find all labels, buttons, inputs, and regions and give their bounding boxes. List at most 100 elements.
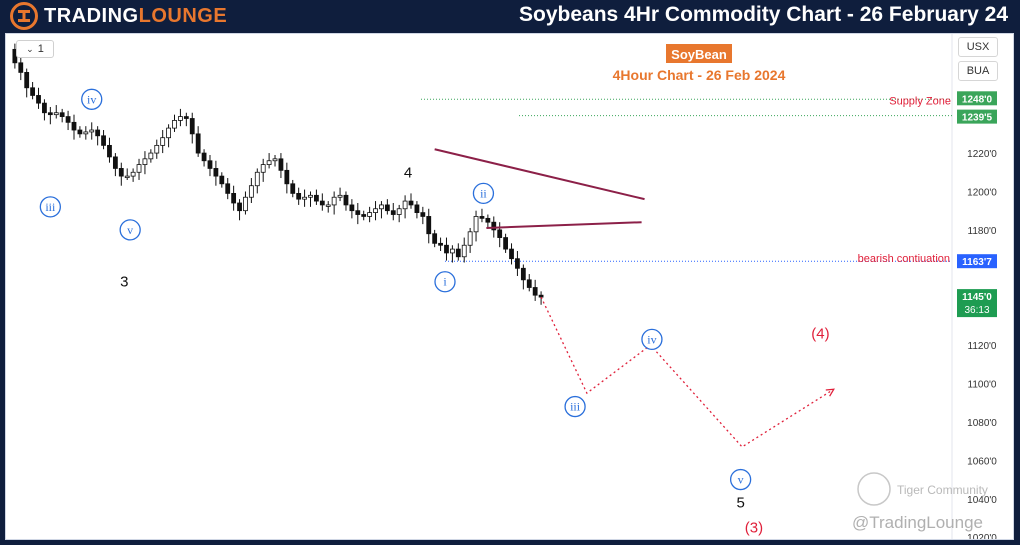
y-tick-label: 1100'0 [968, 380, 997, 391]
candle-body [296, 192, 302, 200]
triangle-lower-line [486, 221, 642, 229]
wave-circle [434, 271, 456, 293]
community-logo-icon [857, 472, 891, 506]
wave-circle [729, 468, 752, 491]
interval-label: 1 [37, 43, 44, 55]
supply-lower-price-tag [957, 109, 997, 124]
candle-body [118, 168, 124, 177]
candle-body [396, 208, 402, 215]
current-price-label: 1145'0 [962, 292, 992, 303]
chart-subtitle: 4Hour Chart - 26 Feb 2024 [613, 67, 786, 83]
bearish-price-label: 1163'7 [962, 257, 992, 268]
candle-body [195, 133, 201, 154]
candle-body [59, 112, 65, 117]
candle-body [367, 212, 373, 217]
candle-body [136, 164, 142, 173]
candle-body [101, 135, 106, 146]
candle-body [420, 212, 426, 217]
price-chart-svg[interactable]: 1260'01220'01200'01180'01120'01100'01080… [6, 34, 1014, 540]
page-title: Soybeans 4Hr Commodity Chart - 26 Februa… [519, 3, 1008, 26]
candle-body [83, 131, 89, 135]
candle-body [302, 196, 307, 200]
brand-logo: TRADINGLOUNGE [10, 2, 227, 30]
candle-body [361, 214, 367, 217]
candle-body [461, 244, 467, 258]
candle-body [526, 279, 532, 288]
candle-body [509, 248, 514, 260]
candle-body [349, 204, 355, 212]
wave-label: v [738, 473, 744, 487]
candle-body [30, 87, 36, 96]
candle-body [449, 248, 455, 254]
wave-circle [39, 196, 61, 218]
wave-label-major: 3 [120, 274, 128, 291]
candle-body [148, 152, 154, 160]
candle-body [455, 248, 461, 258]
candle-body [426, 216, 432, 235]
chart-panel[interactable]: 1260'01220'01200'01180'01120'01100'01080… [5, 33, 1014, 540]
candle-body [497, 229, 503, 238]
currency-button[interactable]: USX [958, 37, 998, 57]
candle-body [432, 233, 438, 244]
candle-body [479, 216, 485, 219]
y-tick-label: 1220'0 [967, 149, 997, 160]
y-tick-label: 1120'0 [968, 341, 997, 352]
candle-body [520, 267, 526, 281]
candle-body [213, 168, 219, 177]
candle-body [231, 192, 237, 204]
contract-button[interactable]: BUA [958, 61, 998, 81]
candle-body [538, 294, 544, 298]
current-price-tag [957, 289, 997, 318]
candle-body [107, 144, 112, 158]
header-bar: TRADINGLOUNGE Soybeans 4Hr Commodity Cha… [0, 0, 1020, 32]
candle-body [219, 175, 225, 185]
logo-icon [10, 2, 38, 30]
candle-body [266, 160, 272, 165]
candle-body [53, 112, 59, 116]
candle-body [260, 164, 266, 173]
projection-arrowhead [825, 388, 835, 397]
candle-body [390, 210, 396, 215]
candle-body [124, 175, 130, 179]
candle-body [65, 116, 71, 123]
candle-body [189, 118, 195, 135]
interval-control[interactable]: ⌄ 1 [16, 40, 54, 58]
candle-body [36, 95, 41, 104]
candle-body [473, 216, 479, 233]
candle-body [130, 171, 136, 177]
candle-body [467, 231, 473, 246]
candle-body [47, 112, 53, 116]
candle-body [160, 137, 166, 146]
candle-body [491, 221, 497, 231]
candle-body [325, 204, 331, 207]
candle-body [201, 152, 207, 162]
candle-body [142, 158, 148, 165]
candle-body [77, 129, 83, 135]
wave-label: iii [45, 200, 56, 214]
candle-body [343, 194, 349, 206]
wave-label-major: 4 [404, 164, 412, 181]
candle-body [355, 210, 361, 215]
projection-path [540, 296, 835, 448]
candle-body [95, 129, 101, 137]
candle-body [237, 202, 242, 212]
wave-label-major: 5 [736, 495, 744, 512]
bearish-continuation-label: bearish contiuation [858, 253, 950, 265]
y-tick-label: 1080'0 [967, 418, 997, 429]
candle-body [444, 244, 449, 254]
wave-label: iii [570, 400, 581, 414]
wave-label: iv [87, 92, 96, 106]
wave-circle [564, 395, 586, 418]
chevron-down-icon: ⌄ [26, 43, 34, 54]
countdown-label: 36:13 [964, 305, 989, 316]
candle-body [414, 204, 420, 214]
candle-body [18, 62, 24, 73]
candle-body [503, 237, 509, 250]
triangle-upper-line [434, 148, 645, 201]
candle-body [166, 127, 171, 139]
candle-body [178, 116, 183, 121]
wave-label-degree: (3) [745, 520, 763, 537]
wave-circle [641, 328, 663, 351]
logo-word-lounge: LOUNGE [138, 4, 228, 27]
